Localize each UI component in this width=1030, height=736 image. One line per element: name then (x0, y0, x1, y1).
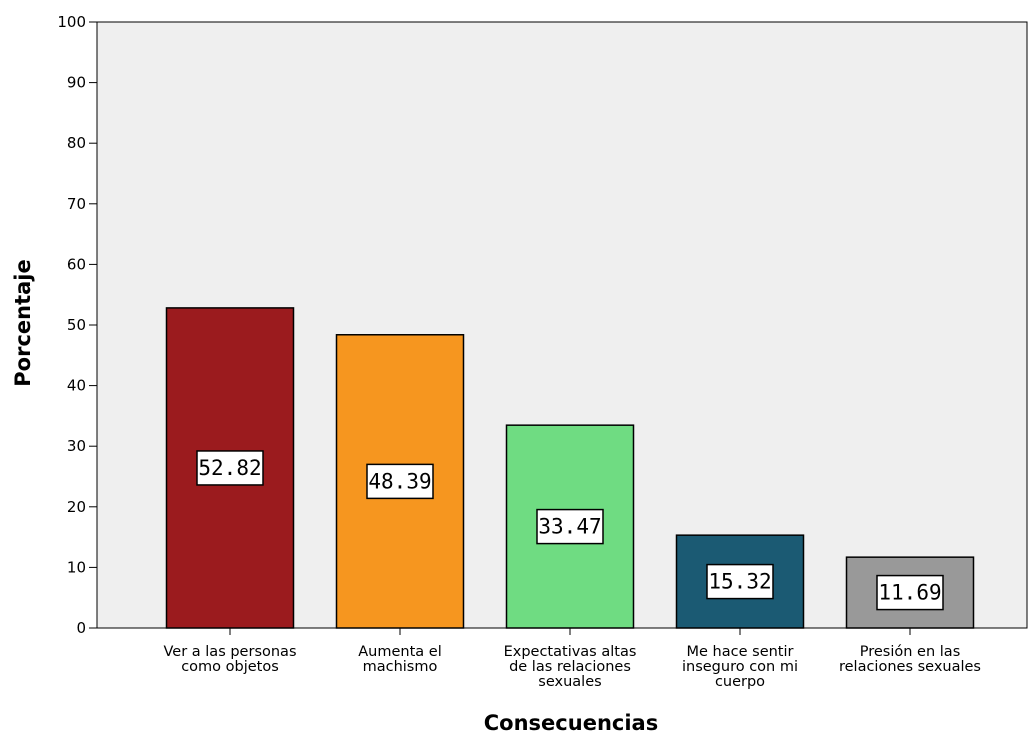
x-tick-label-line: sexuales (538, 674, 601, 690)
x-tick-label: Aumenta el machismo (358, 644, 441, 675)
y-tick-label: 30 (67, 437, 86, 455)
x-tick-label-line: Ver a las personas (164, 644, 297, 660)
x-tick-label-line: de las relaciones (509, 659, 631, 675)
data-label-box (366, 463, 434, 500)
x-tick-label-line: cuerpo (715, 674, 765, 690)
data-label: 33.47 (538, 515, 601, 539)
y-tick-label: 70 (67, 195, 86, 213)
y-tick-label: 50 (67, 316, 86, 334)
data-label-box (536, 508, 604, 545)
data-label-box (196, 450, 264, 486)
x-tick-label: Presión en las relaciones sexuales (839, 644, 981, 675)
data-label: 52.82 (198, 456, 261, 480)
x-tick-label-line: Expectativas altas (504, 644, 637, 660)
y-tick-label: 100 (57, 13, 86, 31)
x-tick-label-line: inseguro con mi (682, 659, 798, 675)
y-tick-label: 40 (67, 377, 86, 395)
y-axis-title: Porcentaje (11, 259, 35, 386)
x-tick-label-line: relaciones sexuales (839, 659, 981, 675)
y-tick-label: 60 (67, 255, 86, 273)
x-tick-label-line: Presión en las (860, 644, 961, 660)
x-tick-label-line: como objetos (181, 659, 279, 675)
y-tick-label: 90 (67, 74, 86, 92)
data-label: 11.69 (878, 581, 941, 605)
data-label: 48.39 (368, 469, 431, 493)
y-axis: 0 10 20 30 40 50 60 70 80 90 100 (57, 13, 97, 637)
data-label-box (706, 563, 774, 600)
y-tick-label: 10 (67, 558, 86, 576)
x-tick-label: Me hace sentir inseguro con mi cuerpo (682, 644, 798, 690)
data-label-box (876, 574, 944, 611)
data-label: 15.32 (708, 570, 771, 594)
x-tick-label: Expectativas altas de las relaciones sexua… (504, 644, 637, 690)
x-tick-label-line: Me hace sentir (687, 644, 794, 660)
x-tick-label-line: machismo (363, 659, 438, 675)
x-axis: Ver a las personas como objetos Aumenta el… (164, 628, 981, 690)
y-tick-label: 0 (76, 619, 86, 637)
x-tick-label: Ver a las personas como objetos (164, 644, 297, 675)
x-tick-label-line: Aumenta el (358, 644, 441, 660)
y-tick-label: 20 (67, 498, 86, 516)
y-tick-label: 80 (67, 134, 86, 152)
bars: 52.82 48.39 33.47 15.32 11.69 (165, 307, 975, 629)
x-axis-title: Consecuencias (484, 711, 658, 735)
